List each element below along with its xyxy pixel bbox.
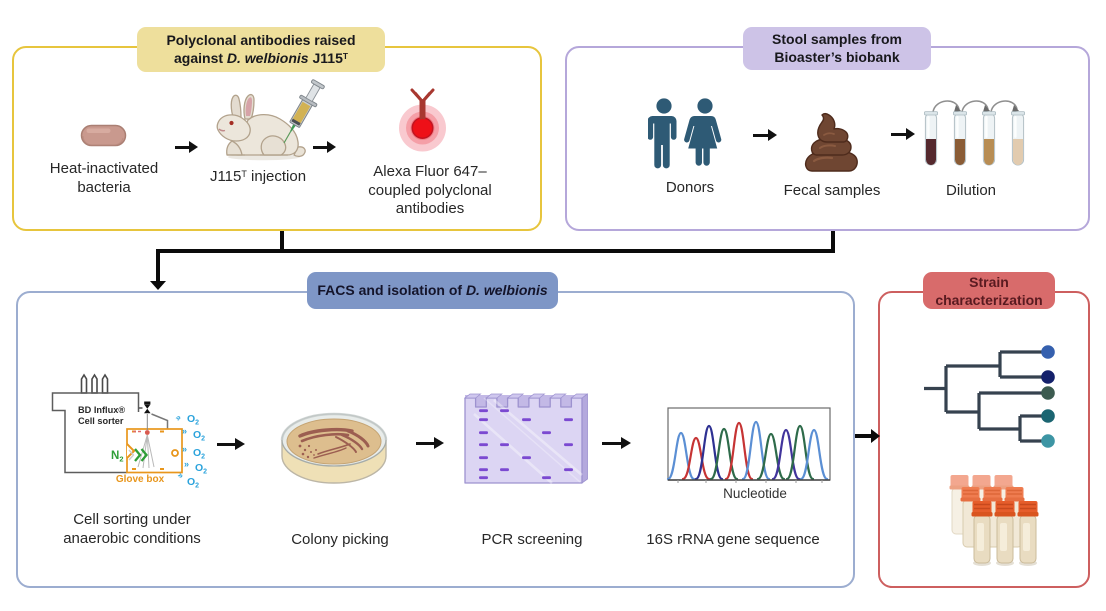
svg-text:»: » bbox=[184, 459, 189, 469]
svg-text:O2: O2 bbox=[193, 447, 205, 461]
svg-text:O2: O2 bbox=[193, 429, 205, 443]
svg-text:O2: O2 bbox=[195, 462, 207, 476]
svg-text:»: » bbox=[173, 412, 183, 423]
svg-text:BD Influx®: BD Influx® bbox=[78, 405, 125, 415]
svg-text:Glove box: Glove box bbox=[116, 474, 165, 485]
svg-text:»: » bbox=[182, 444, 187, 454]
svg-text:O2: O2 bbox=[187, 413, 199, 427]
svg-text:»: » bbox=[176, 470, 186, 481]
svg-text:»: » bbox=[182, 426, 187, 436]
svg-text:O2: O2 bbox=[187, 476, 199, 490]
svg-text:N2: N2 bbox=[111, 450, 123, 464]
svg-text:Cell sorter: Cell sorter bbox=[78, 416, 124, 426]
